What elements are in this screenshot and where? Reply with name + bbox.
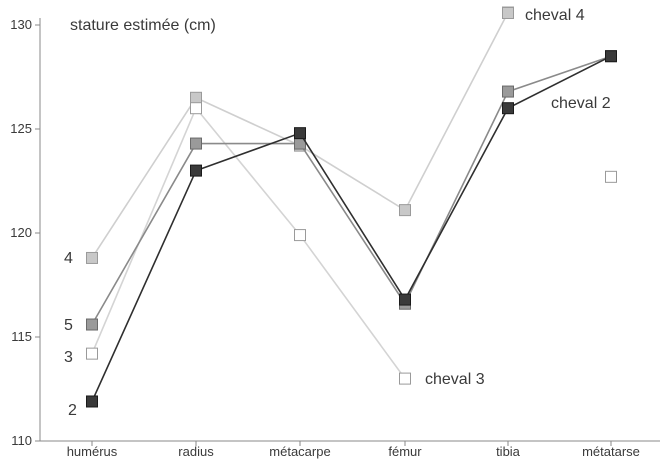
data-point bbox=[86, 318, 98, 331]
series-line bbox=[91, 55, 612, 402]
series-right-label: cheval 2 bbox=[551, 95, 611, 112]
data-point bbox=[190, 91, 202, 104]
data-point bbox=[190, 137, 202, 150]
data-point bbox=[605, 170, 617, 183]
data-point bbox=[399, 204, 411, 217]
series-left-label: 5 bbox=[64, 317, 73, 334]
data-point bbox=[190, 102, 202, 115]
series-layer bbox=[86, 6, 617, 408]
data-point bbox=[294, 229, 306, 242]
series-cheval-3 bbox=[86, 102, 617, 385]
axes bbox=[39, 18, 660, 442]
y-tick-label: 120 bbox=[10, 225, 32, 240]
data-point bbox=[294, 127, 306, 140]
series-line bbox=[92, 108, 611, 378]
series-left-label: 2 bbox=[68, 402, 77, 419]
y-ticks: 110 115 120 125 130 bbox=[10, 17, 40, 448]
series-left-label: 3 bbox=[64, 349, 73, 366]
data-point bbox=[399, 372, 411, 385]
y-tick-label: 125 bbox=[10, 121, 32, 136]
x-tick-label: fémur bbox=[388, 444, 422, 459]
x-tick-label: tibia bbox=[496, 444, 521, 459]
data-point bbox=[86, 347, 98, 360]
legend-marker bbox=[502, 7, 514, 19]
x-tick-label: humérus bbox=[67, 444, 118, 459]
y-tick-label: 115 bbox=[11, 329, 32, 344]
data-point bbox=[399, 293, 411, 306]
series-labels: 2 5 3 4 cheval 2 cheval 3 cheval 4 bbox=[64, 7, 611, 419]
data-point bbox=[502, 102, 514, 115]
y-axis-title: stature estimée (cm) bbox=[70, 17, 216, 34]
series-cheval-5 bbox=[86, 50, 617, 331]
series-left-label: 4 bbox=[64, 250, 73, 267]
y-tick-label: 110 bbox=[11, 433, 32, 448]
y-tick-label: 130 bbox=[10, 17, 32, 32]
x-tick-label: métatarse bbox=[582, 444, 640, 459]
x-tick-label: métacarpe bbox=[269, 444, 330, 459]
x-tick-label: radius bbox=[178, 444, 214, 459]
data-point bbox=[605, 50, 617, 63]
data-point bbox=[86, 395, 98, 408]
series-right-label: cheval 4 bbox=[525, 7, 585, 24]
data-point bbox=[86, 251, 98, 264]
x-ticks: humérus radius métacarpe fémur tibia métatars… bbox=[67, 441, 640, 459]
series-line bbox=[91, 55, 612, 325]
data-point bbox=[502, 85, 514, 98]
series-cheval-2 bbox=[86, 50, 617, 408]
series-right-label: cheval 3 bbox=[425, 371, 485, 388]
data-point bbox=[190, 164, 202, 177]
